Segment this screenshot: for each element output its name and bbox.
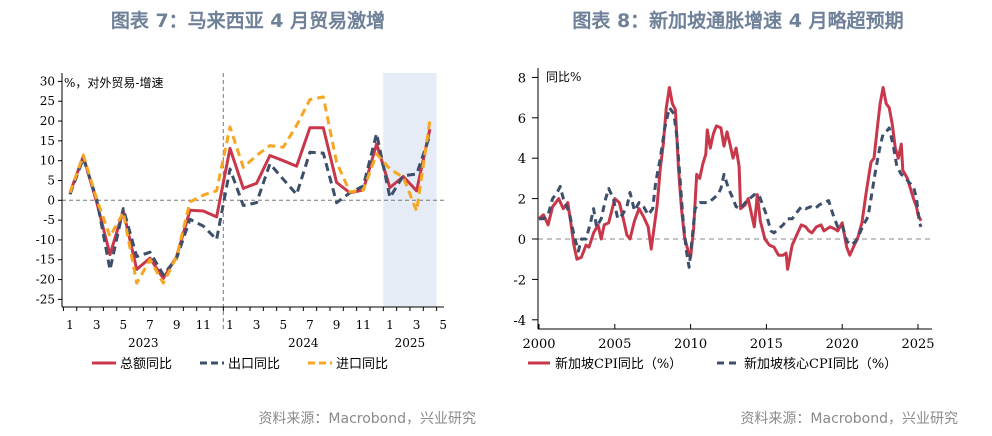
x-month-label: 3 <box>413 318 421 332</box>
x-month-label: 1 <box>226 318 234 332</box>
legend-label: 出口同比 <box>228 357 280 372</box>
legend-label: 总额同比 <box>120 357 172 372</box>
x-month-label: 7 <box>306 318 314 332</box>
x-month-label: 3 <box>253 318 261 332</box>
x-month-label: 1 <box>66 318 74 332</box>
y-tick-label: -5 <box>43 213 55 227</box>
highlight-band <box>383 73 437 307</box>
series-line-1 <box>68 126 432 280</box>
y-tick-label: -25 <box>36 292 55 306</box>
x-tick-label: 2015 <box>750 337 783 352</box>
x-tick-label: 2025 <box>901 337 934 352</box>
y-tick-label: 6 <box>518 112 526 127</box>
y-tick-label: 0 <box>518 233 526 248</box>
left-chart-title: 图表 7：马来西亚 4 月贸易激增 <box>110 10 386 32</box>
y-tick-label: 25 <box>40 94 55 108</box>
x-year-label: 2025 <box>395 336 426 350</box>
x-month-label: 5 <box>119 318 127 332</box>
y-tick-label: 5 <box>47 173 55 187</box>
y-unit-label: 同比% <box>546 70 581 84</box>
x-month-label: 9 <box>173 318 181 332</box>
x-month-label: 9 <box>333 318 341 332</box>
x-month-label: 11 <box>356 318 371 332</box>
series-line-2 <box>539 106 923 269</box>
x-month-label: 3 <box>93 318 101 332</box>
x-month-label: 7 <box>146 318 154 332</box>
y-tick-label: -20 <box>36 273 55 287</box>
y-unit-label: %，对外贸易-增速 <box>64 76 163 90</box>
right-chart-title: 图表 8：新加坡通胀增速 4 月略超预期 <box>572 10 904 32</box>
y-tick-label: 30 <box>40 74 55 88</box>
x-tick-label: 2020 <box>826 337 859 352</box>
series-line-1 <box>538 86 923 271</box>
y-tick-label: 4 <box>518 152 526 167</box>
y-tick-label: 2 <box>518 193 526 208</box>
series-line-2 <box>68 132 432 277</box>
y-tick-label: -10 <box>36 233 55 247</box>
x-tick-label: 2000 <box>522 337 555 352</box>
series-line-3 <box>68 95 432 285</box>
x-year-label: 2023 <box>128 336 159 350</box>
right-source-note: 资料来源：Macrobond，兴业研究 <box>740 411 958 427</box>
x-month-label: 11 <box>196 318 211 332</box>
legend-label: 新加坡CPI同比（%） <box>555 356 682 372</box>
y-tick-label: 15 <box>40 134 55 148</box>
left-source-note: 资料来源：Macrobond，兴业研究 <box>258 411 476 427</box>
y-tick-label: 8 <box>518 71 526 86</box>
legend-label: 新加坡核心CPI同比（%） <box>744 356 897 372</box>
y-tick-label: 0 <box>47 193 55 207</box>
x-tick-label: 2005 <box>598 337 631 352</box>
x-tick-label: 2010 <box>674 337 707 352</box>
y-tick-label: 20 <box>40 114 55 128</box>
x-month-label: 5 <box>439 318 447 332</box>
x-month-label: 1 <box>386 318 394 332</box>
y-tick-label: 10 <box>40 154 55 168</box>
x-month-label: 5 <box>279 318 287 332</box>
y-tick-label: -2 <box>513 273 526 288</box>
y-tick-label: -4 <box>513 314 526 329</box>
legend-label: 进口同比 <box>336 357 388 372</box>
y-tick-label: -15 <box>36 253 55 267</box>
x-year-label: 2024 <box>288 336 319 350</box>
